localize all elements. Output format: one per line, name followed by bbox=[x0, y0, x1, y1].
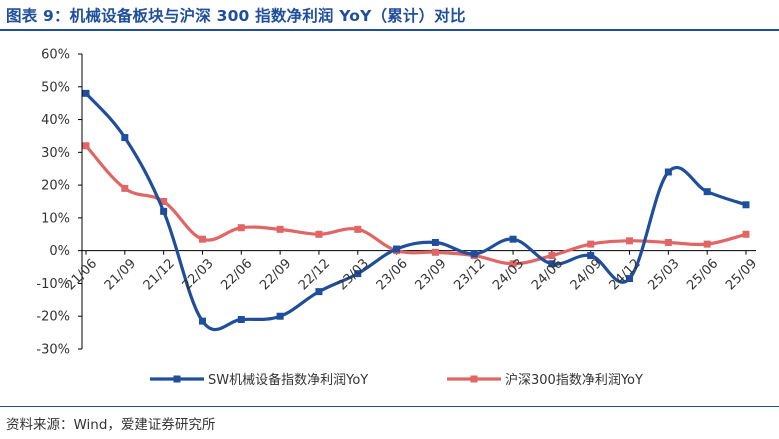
y-tick-label: 0% bbox=[49, 244, 70, 259]
x-tick-label: 25/03 bbox=[645, 256, 682, 293]
data-point-1-16 bbox=[703, 240, 711, 248]
y-tick-label: 10% bbox=[41, 211, 70, 226]
data-point-0-4 bbox=[237, 316, 245, 323]
data-point-1-13 bbox=[587, 240, 595, 248]
x-tick-label: 22/06 bbox=[218, 256, 255, 293]
legend-label-0: SW机械设备指数净利润YoY bbox=[208, 372, 368, 388]
data-point-1-0 bbox=[82, 142, 90, 150]
x-tick-label: 23/06 bbox=[374, 256, 411, 293]
y-tick-label: 30% bbox=[41, 146, 70, 161]
legend-marker-1 bbox=[470, 375, 478, 383]
data-point-0-2 bbox=[160, 207, 168, 215]
data-point-0-15 bbox=[664, 168, 672, 176]
y-tick-label: 50% bbox=[41, 80, 70, 95]
line-chart: 60% 50% 40% 30% 20% 10% 0% -10% -20% -30% 21/06 21… bbox=[36, 48, 760, 389]
data-point-1-6 bbox=[315, 230, 323, 238]
x-tick-label: 23/09 bbox=[412, 256, 449, 293]
x-tick-label: 23/12 bbox=[451, 256, 488, 293]
x-tick-label: 24/09 bbox=[568, 256, 605, 293]
data-point-0-1 bbox=[121, 134, 129, 142]
data-point-1-7 bbox=[354, 225, 362, 233]
x-tick-label: 23/03 bbox=[335, 256, 372, 293]
chart-title: 图表 9：机械设备板块与沪深 300 指数净利润 YoY（累计）对比 bbox=[6, 7, 466, 25]
data-point-1-1 bbox=[121, 184, 129, 192]
data-point-0-16 bbox=[703, 188, 711, 196]
x-tick-label: 22/09 bbox=[257, 256, 294, 293]
y-tick-label: -30% bbox=[36, 343, 70, 358]
data-point-1-3 bbox=[198, 235, 206, 243]
y-tick-label: 20% bbox=[41, 179, 70, 194]
series-layer bbox=[82, 89, 750, 332]
y-tick-label: -20% bbox=[36, 310, 70, 325]
x-tick-label: 21/09 bbox=[102, 256, 139, 293]
x-tick-label: 25/06 bbox=[684, 256, 721, 293]
data-point-1-5 bbox=[276, 225, 284, 233]
data-point-0-7 bbox=[354, 270, 362, 278]
series-line-1 bbox=[84, 144, 748, 266]
series-line-0 bbox=[84, 91, 748, 332]
y-tick-label: 40% bbox=[41, 113, 70, 128]
data-point-0-11 bbox=[509, 235, 517, 243]
data-point-0-3 bbox=[198, 317, 206, 325]
data-point-0-13 bbox=[587, 252, 595, 260]
title-rule bbox=[0, 29, 779, 31]
data-point-0-9 bbox=[431, 238, 439, 246]
data-point-0-8 bbox=[393, 245, 401, 253]
data-point-0-5 bbox=[276, 312, 284, 320]
data-point-1-11 bbox=[509, 260, 517, 268]
y-tick-label: 60% bbox=[41, 48, 70, 63]
data-point-1-17 bbox=[742, 230, 750, 238]
x-tick-labels: 21/06 21/09 21/12 22/03 22/06 22/09 22/12 23/03… bbox=[63, 256, 760, 293]
x-tick-label: 25/09 bbox=[723, 256, 760, 293]
data-point-1-15 bbox=[664, 238, 672, 246]
data-point-0-0 bbox=[82, 89, 90, 97]
source-rule bbox=[0, 406, 779, 407]
data-point-0-14 bbox=[626, 275, 634, 283]
axes: 60% 50% 40% 30% 20% 10% 0% -10% -20% -30% bbox=[36, 48, 756, 358]
legend-marker-0 bbox=[173, 375, 181, 383]
data-point-1-14 bbox=[626, 237, 634, 245]
y-tick-label: -10% bbox=[36, 277, 70, 292]
legend: SW机械设备指数净利润YoY 沪深300指数净利润YoY bbox=[150, 372, 643, 388]
data-point-1-4 bbox=[237, 224, 245, 232]
x-tick-label: 21/12 bbox=[141, 256, 178, 293]
legend-label-1: 沪深300指数净利润YoY bbox=[505, 372, 643, 388]
data-point-1-2 bbox=[160, 198, 168, 205]
source-note: 资料来源：Wind，爱建证券研究所 bbox=[6, 417, 216, 433]
data-point-0-6 bbox=[315, 288, 323, 296]
data-point-1-12 bbox=[548, 252, 556, 260]
data-point-1-9 bbox=[431, 248, 439, 256]
data-point-0-10 bbox=[470, 250, 478, 258]
data-point-0-12 bbox=[548, 260, 556, 268]
data-point-0-17 bbox=[742, 201, 750, 209]
